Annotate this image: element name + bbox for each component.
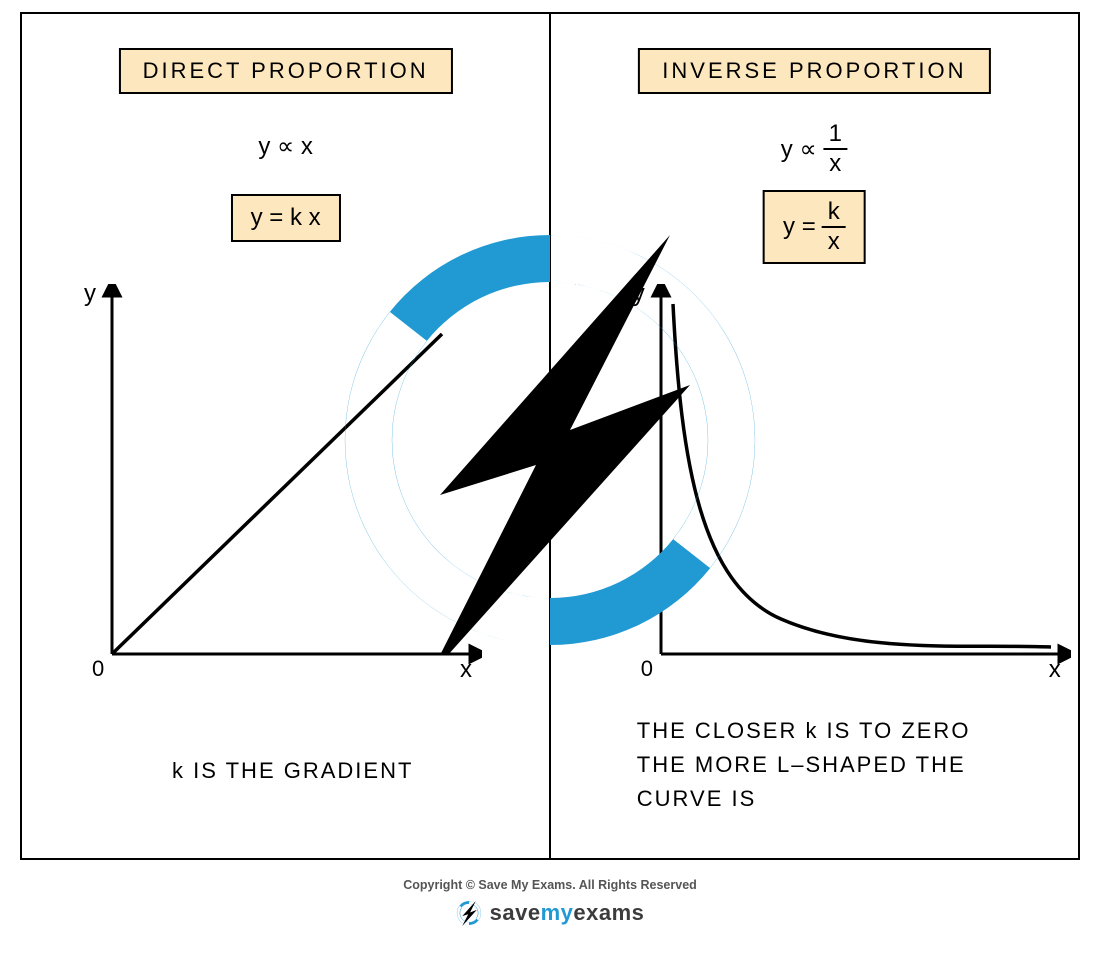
right-y-label: y [633, 280, 645, 308]
right-prop-num: 1 [823, 122, 848, 148]
left-x-label: x [460, 656, 472, 684]
right-eq-num: k [822, 200, 846, 226]
right-eq-prefix: y = [783, 213, 816, 241]
left-origin-label: 0 [92, 656, 104, 682]
page: DIRECT PROPORTION y ∝ x y = k x [0, 0, 1100, 958]
panels-row: DIRECT PROPORTION y ∝ x y = k x [20, 12, 1080, 860]
brand-logo-icon [456, 900, 482, 926]
left-proportional-equation: y ∝ x [258, 132, 312, 161]
left-equation-text: y = k x [251, 204, 321, 232]
right-prop-fraction: 1 x [823, 122, 848, 176]
right-origin-label: 0 [641, 656, 653, 682]
left-y-label: y [84, 280, 96, 308]
left-caption: k IS THE GRADIENT [172, 754, 413, 788]
brand-save: save [490, 900, 541, 925]
right-panel: INVERSE PROPORTION y ∝ 1 x y = k x [549, 12, 1080, 860]
right-proportional-equation: y ∝ 1 x [781, 122, 848, 176]
right-chart-svg [631, 284, 1071, 664]
left-chart: y x 0 [82, 284, 482, 664]
right-chart: y x 0 [631, 284, 1071, 664]
left-equation-box: y = k x [231, 194, 341, 242]
left-chart-svg [82, 284, 482, 664]
right-prop-den: x [823, 148, 847, 176]
left-curve [112, 334, 442, 654]
right-curve [673, 304, 1051, 647]
right-equation-box: y = k x [763, 190, 866, 264]
brand-exams: exams [573, 900, 644, 925]
left-title-box: DIRECT PROPORTION [119, 48, 453, 94]
brand-text: savemyexams [490, 900, 645, 926]
brand-row: savemyexams [0, 900, 1100, 926]
left-panel: DIRECT PROPORTION y ∝ x y = k x [20, 12, 551, 860]
brand-my: my [541, 900, 574, 925]
right-eq-den: x [822, 226, 846, 254]
right-prop-prefix: y ∝ [781, 135, 817, 164]
copyright-text: Copyright © Save My Exams. All Rights Re… [0, 878, 1100, 892]
right-caption: THE CLOSER k IS TO ZERO THE MORE L–SHAPE… [637, 714, 971, 816]
right-x-label: x [1049, 656, 1061, 684]
right-eq-fraction: k x [822, 200, 846, 254]
right-title-box: INVERSE PROPORTION [638, 48, 990, 94]
